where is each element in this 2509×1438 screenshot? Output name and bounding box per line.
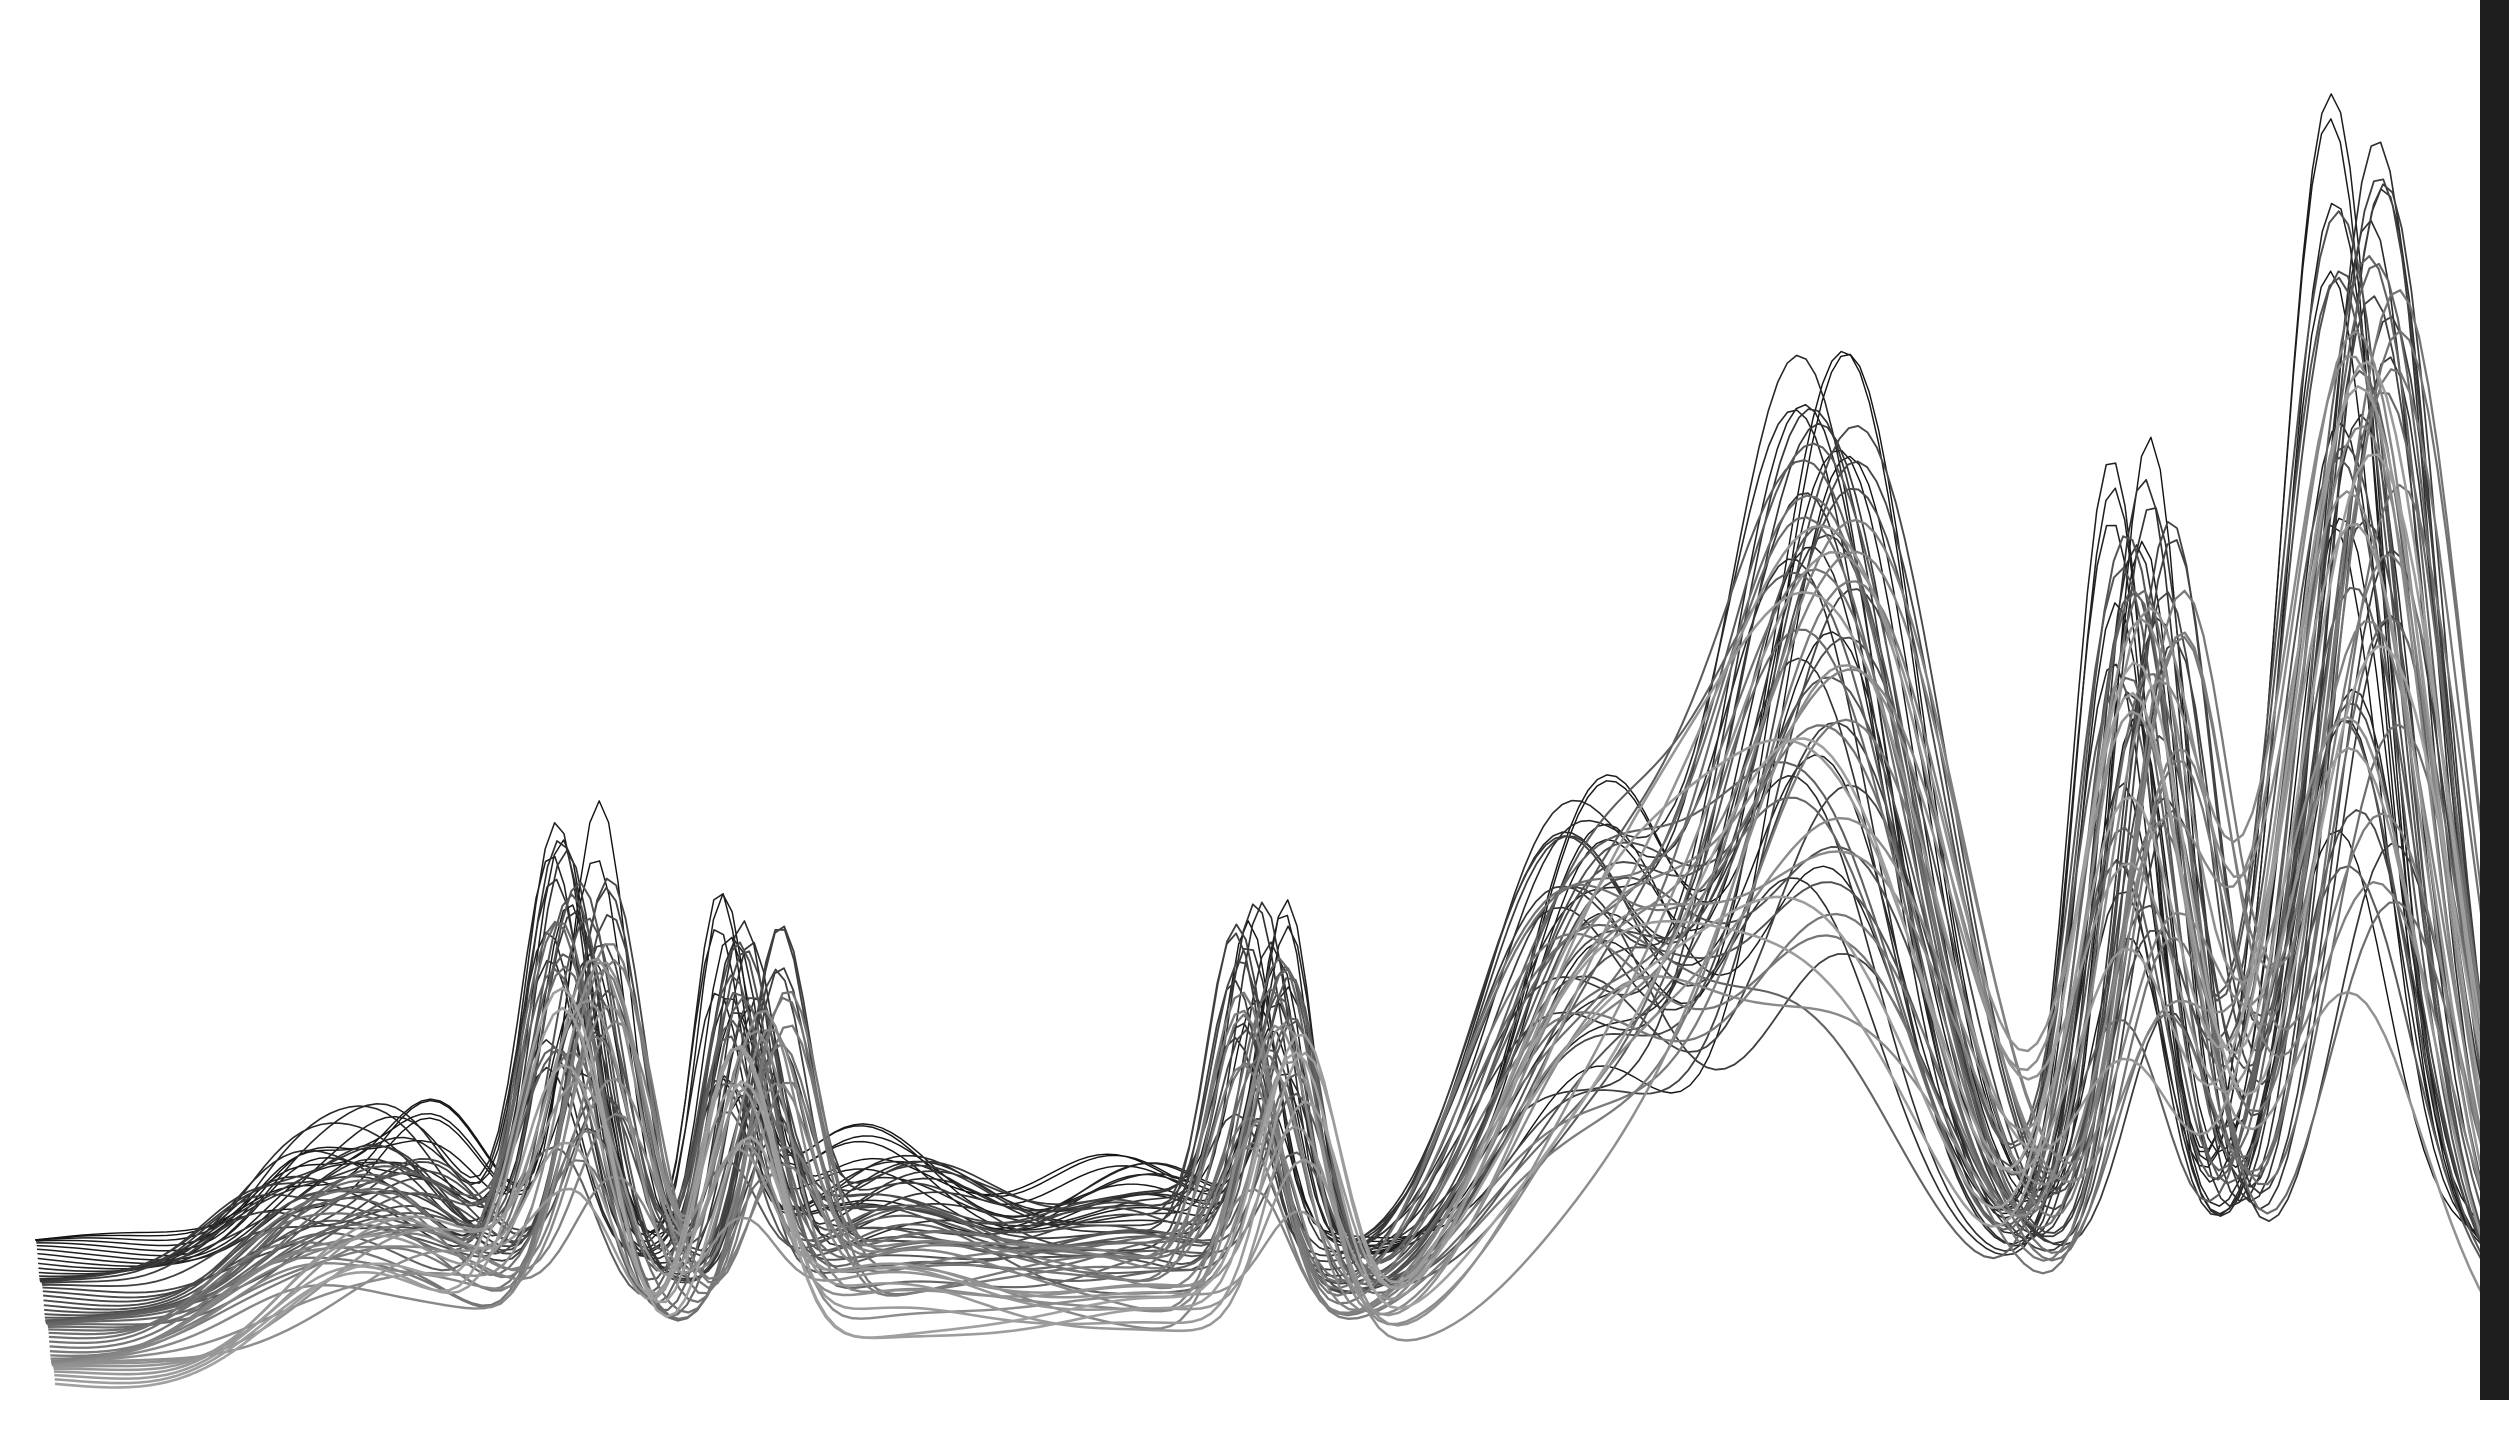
ridge-line <box>54 645 2502 1389</box>
right-edge-bar <box>2480 0 2509 1400</box>
ridge-line <box>45 524 2492 1322</box>
ridge-line <box>36 202 2483 1261</box>
ridge-line <box>45 442 2492 1324</box>
ridge-line <box>53 523 2500 1372</box>
ridge-line <box>53 524 2500 1369</box>
ridge-line <box>44 456 2491 1319</box>
ridge-line <box>51 355 2499 1367</box>
ridge-line <box>52 550 2500 1368</box>
ridge-line <box>53 385 2501 1376</box>
ridge-line <box>52 490 2499 1367</box>
ridge-line <box>43 424 2489 1303</box>
ridge-line <box>54 360 2501 1380</box>
ridge-line <box>46 369 2493 1325</box>
